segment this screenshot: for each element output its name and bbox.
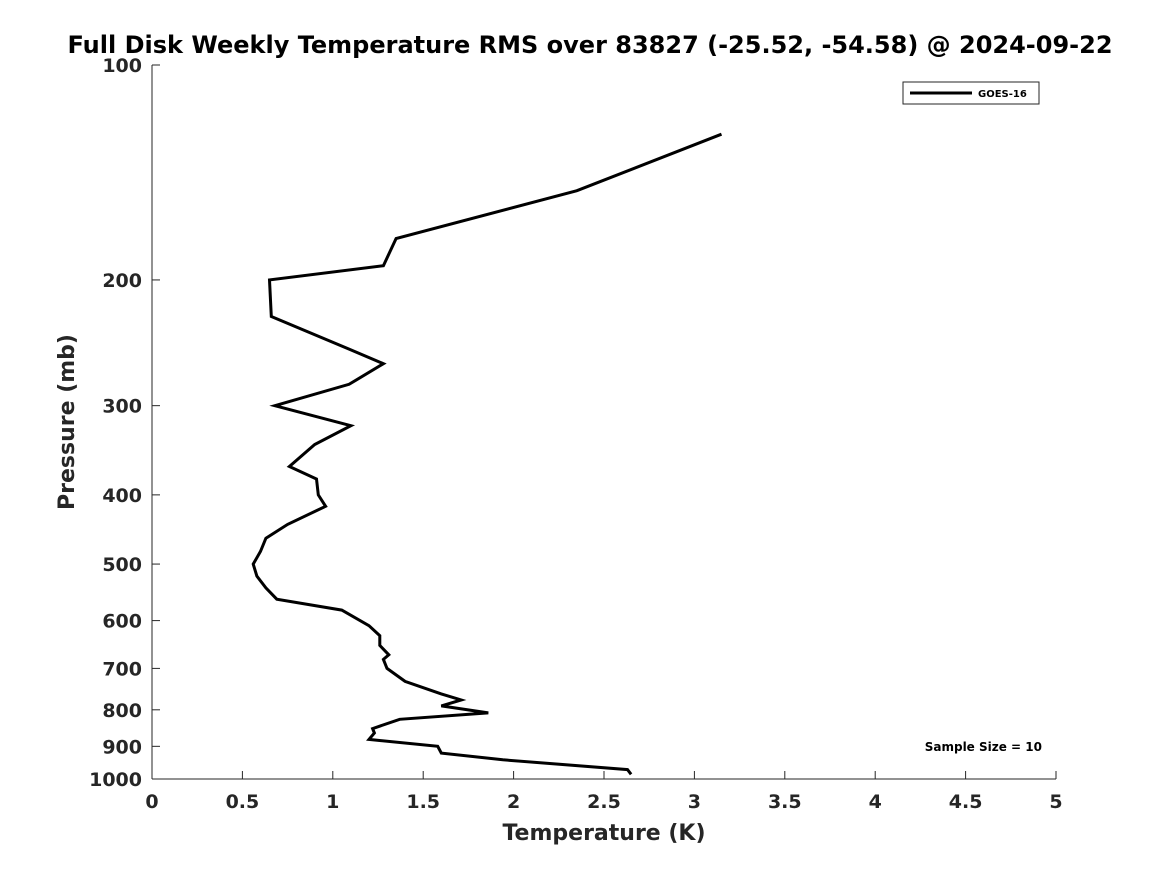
x-tick-label: 2	[507, 791, 520, 813]
y-tick-label: 200	[102, 270, 142, 292]
y-tick-label: 800	[102, 700, 142, 722]
series-layer	[251, 132, 723, 776]
x-tick-label: 5	[1049, 791, 1062, 813]
x-tick-label: 2.5	[587, 791, 621, 813]
y-tick-label: 400	[102, 485, 142, 507]
x-tick-label: 1	[326, 791, 339, 813]
sample-size-annotation: Sample Size = 10	[925, 740, 1042, 754]
x-tick-label: 4.5	[949, 791, 983, 813]
y-tick-label: 900	[102, 736, 142, 758]
x-tick-label: 1.5	[406, 791, 440, 813]
y-tick-label: 100	[102, 55, 142, 77]
series-line-goes-16	[251, 132, 723, 776]
legend-entry-goes-16: GOES-16	[978, 89, 1027, 100]
y-tick-label: 300	[102, 396, 142, 418]
y-tick-label: 1000	[89, 769, 142, 791]
x-tick-label: 3.5	[768, 791, 802, 813]
plot-area	[152, 65, 1056, 779]
x-axis-ticks: 0 0.5 1 1.5 2 2.5 3 3.5 4 4.5 5	[145, 771, 1063, 813]
x-tick-label: 3	[688, 791, 701, 813]
x-tick-label: 4	[869, 791, 882, 813]
y-axis-ticks: 100 200 300 400 500 600 700 800 900 1000	[89, 55, 160, 791]
y-tick-label: 500	[102, 554, 142, 576]
y-tick-label: 700	[102, 658, 142, 680]
x-tick-label: 0	[145, 791, 158, 813]
x-axis-label: Temperature (K)	[502, 821, 705, 846]
legend: GOES-16	[902, 81, 1040, 105]
chart-title: Full Disk Weekly Temperature RMS over 83…	[67, 31, 1112, 59]
y-axis-label: Pressure (mb)	[55, 334, 80, 510]
x-tick-label: 0.5	[226, 791, 260, 813]
y-tick-label: 600	[102, 611, 142, 633]
